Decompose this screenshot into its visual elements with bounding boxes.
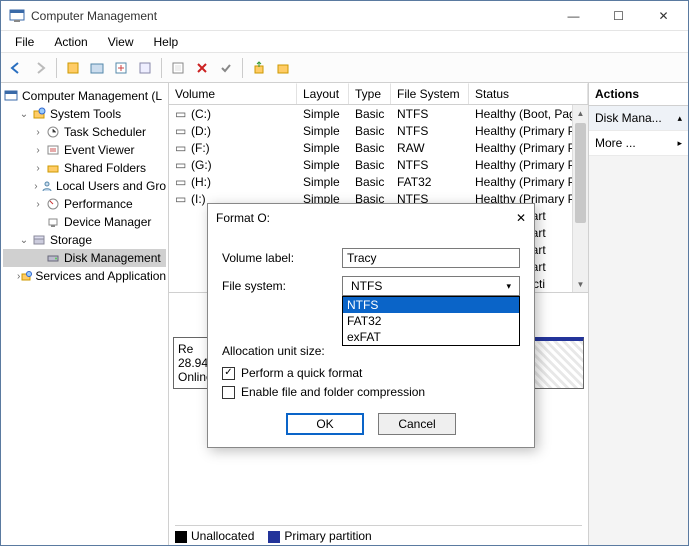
app-icon (9, 8, 25, 24)
scroll-thumb[interactable] (575, 123, 586, 223)
volume-row[interactable]: ▭(G:)SimpleBasicNTFSHealthy (Primary Par… (169, 156, 588, 173)
tree-system-tools[interactable]: ⌄ System Tools (3, 105, 166, 123)
toolbar-btn-3[interactable] (110, 57, 132, 79)
toolbar-btn-4[interactable] (134, 57, 156, 79)
col-filesystem[interactable]: File System (391, 83, 469, 104)
tree-performance[interactable]: ›Performance (3, 195, 166, 213)
fs-option-exfat[interactable]: exFAT (343, 329, 519, 345)
scroll-down-icon[interactable]: ▼ (573, 276, 588, 292)
actions-header: Actions (589, 83, 688, 106)
menu-help[interactable]: Help (144, 33, 189, 51)
col-layout[interactable]: Layout (297, 83, 349, 104)
menu-file[interactable]: File (5, 33, 44, 51)
actions-pane: Actions Disk Mana...▴ More ...▸ (588, 83, 688, 545)
cancel-button[interactable]: Cancel (378, 413, 456, 435)
allocation-label: Allocation unit size: (222, 344, 342, 358)
collapse-icon: ▴ (677, 113, 682, 124)
compression-checkbox[interactable]: Enable file and folder compression (222, 385, 520, 399)
volume-label-label: Volume label: (222, 251, 342, 265)
col-volume[interactable]: Volume (169, 83, 297, 104)
menu-action[interactable]: Action (44, 33, 97, 51)
forward-button[interactable] (29, 57, 51, 79)
tree-services[interactable]: ›Services and Application (3, 267, 166, 285)
toolbar-btn-2[interactable] (86, 57, 108, 79)
tree-pane: Computer Management (L ⌄ System Tools ›T… (1, 83, 169, 545)
tree-root[interactable]: Computer Management (L (3, 87, 166, 105)
delete-icon[interactable] (191, 57, 213, 79)
minimize-button[interactable]: — (551, 2, 596, 30)
volume-list-header: Volume Layout Type File System Status (169, 83, 588, 105)
computer-management-window: Computer Management — ☐ ✕ File Action Vi… (0, 0, 689, 546)
col-type[interactable]: Type (349, 83, 391, 104)
quick-format-checkbox[interactable]: ✓ Perform a quick format (222, 366, 520, 380)
maximize-button[interactable]: ☐ (596, 2, 641, 30)
vertical-scrollbar[interactable]: ▲ ▼ (572, 105, 588, 292)
toolbar-btn-6[interactable] (248, 57, 270, 79)
fs-option-ntfs[interactable]: NTFS (343, 297, 519, 313)
window-title: Computer Management (31, 9, 551, 23)
toolbar (1, 53, 688, 83)
fs-option-fat32[interactable]: FAT32 (343, 313, 519, 329)
volume-row[interactable]: ▭(D:)SimpleBasicNTFSHealthy (Primary Par… (169, 122, 588, 139)
filesystem-options: NTFS FAT32 exFAT (342, 296, 520, 346)
tree-event-viewer[interactable]: ›Event Viewer (3, 141, 166, 159)
tree-shared-folders[interactable]: ›Shared Folders (3, 159, 166, 177)
titlebar[interactable]: Computer Management — ☐ ✕ (1, 1, 688, 31)
dialog-titlebar[interactable]: Format O: ✕ (208, 204, 534, 232)
dialog-title: Format O: (216, 211, 516, 225)
actions-disk-mgmt[interactable]: Disk Mana...▴ (589, 106, 688, 131)
toolbar-btn-7[interactable] (272, 57, 294, 79)
volume-label-input[interactable] (342, 248, 520, 268)
collapse-icon[interactable]: ⌄ (17, 109, 31, 120)
tree-task-scheduler[interactable]: ›Task Scheduler (3, 123, 166, 141)
actions-more[interactable]: More ...▸ (589, 131, 688, 156)
volume-row[interactable]: ▭(H:)SimpleBasicFAT32Healthy (Primary Pa… (169, 173, 588, 190)
format-dialog: Format O: ✕ Volume label: File system: N… (207, 203, 535, 448)
toolbar-btn-1[interactable] (62, 57, 84, 79)
checkbox-checked-icon: ✓ (222, 367, 235, 380)
tree-disk-management[interactable]: Disk Management (3, 249, 166, 267)
center-pane: Volume Layout Type File System Status ▭(… (169, 83, 588, 545)
tree-storage[interactable]: ⌄ Storage (3, 231, 166, 249)
toolbar-btn-5[interactable] (167, 57, 189, 79)
tree-device-manager[interactable]: Device Manager (3, 213, 166, 231)
check-icon[interactable] (215, 57, 237, 79)
close-button[interactable]: ✕ (641, 2, 686, 30)
volume-row[interactable]: ▭(C:)SimpleBasicNTFSHealthy (Boot, Page … (169, 105, 588, 122)
dialog-close-icon[interactable]: ✕ (516, 211, 526, 225)
scroll-up-icon[interactable]: ▲ (573, 105, 588, 121)
menubar: File Action View Help (1, 31, 688, 53)
checkbox-unchecked-icon (222, 386, 235, 399)
col-status[interactable]: Status (469, 83, 588, 104)
chevron-right-icon: ▸ (677, 138, 682, 149)
menu-view[interactable]: View (98, 33, 144, 51)
filesystem-label: File system: (222, 279, 342, 293)
filesystem-select[interactable]: NTFS▾ NTFS FAT32 exFAT (342, 276, 520, 296)
back-button[interactable] (5, 57, 27, 79)
legend: Unallocated Primary partition (175, 525, 582, 543)
chevron-down-icon: ▾ (506, 281, 511, 292)
volume-row[interactable]: ▭(F:)SimpleBasicRAWHealthy (Primary Part (169, 139, 588, 156)
ok-button[interactable]: OK (286, 413, 364, 435)
tree-local-users[interactable]: ›Local Users and Gro (3, 177, 166, 195)
collapse-icon[interactable]: ⌄ (17, 235, 31, 246)
